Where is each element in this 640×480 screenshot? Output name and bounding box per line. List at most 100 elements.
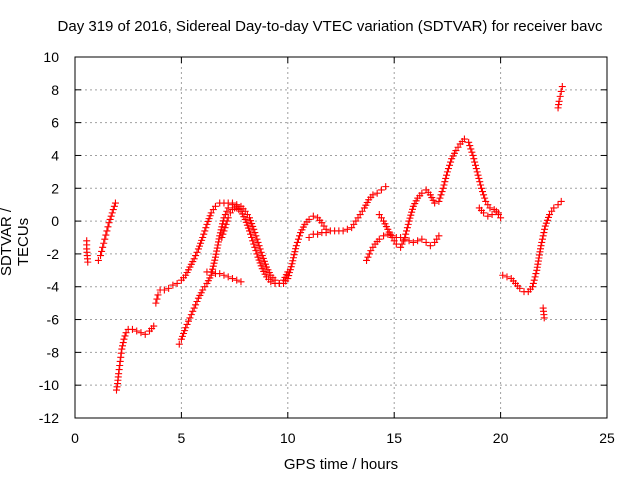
data-point-fill xyxy=(539,232,547,240)
data-point-fill xyxy=(403,224,411,232)
series-seg1 xyxy=(83,237,92,266)
data-point-fill xyxy=(447,158,455,166)
data-point xyxy=(422,238,430,246)
data-point xyxy=(250,240,258,248)
data-point xyxy=(435,232,443,240)
series-seg4 xyxy=(152,199,330,307)
data-point xyxy=(314,230,322,238)
data-point-fill xyxy=(529,279,537,287)
y-tick-label: 4 xyxy=(51,147,59,163)
data-point xyxy=(175,340,183,348)
axis-ticks: 0 5 10 15 20 25 -12 -10 -8 -6 -4 -2 0 2 4 6 8 10 xyxy=(39,49,615,446)
data-point xyxy=(557,87,565,95)
data-point xyxy=(233,276,241,284)
data-point xyxy=(503,273,511,281)
data-point-fill xyxy=(218,223,226,231)
data-point-fill xyxy=(287,263,295,271)
data-point-fill xyxy=(221,224,229,232)
series-seg10 xyxy=(375,135,502,251)
data-point xyxy=(469,151,477,159)
data-point-fill xyxy=(293,238,301,246)
data-point xyxy=(377,186,385,194)
grid-lines xyxy=(75,57,607,418)
data-point xyxy=(529,283,537,291)
data-point-fill xyxy=(211,256,219,264)
data-point-fill xyxy=(189,307,197,315)
data-point-fill xyxy=(201,227,209,235)
data-point xyxy=(103,227,111,235)
data-point xyxy=(497,214,505,222)
data-point xyxy=(375,235,383,243)
data-point-fill xyxy=(212,250,220,258)
data-point xyxy=(224,214,232,222)
plot-frame xyxy=(74,56,608,419)
data-point-fill xyxy=(257,248,265,256)
data-point-fill xyxy=(213,247,221,255)
data-point-fill xyxy=(192,301,200,309)
data-point-fill xyxy=(530,276,538,284)
x-tick-label: 25 xyxy=(599,430,615,446)
y-tick-label: 2 xyxy=(51,180,59,196)
data-point xyxy=(128,325,136,333)
x-tick-label: 0 xyxy=(71,430,79,446)
data-point-fill xyxy=(223,207,231,215)
data-point-fill xyxy=(364,253,372,261)
data-point-fill xyxy=(475,174,483,182)
data-point-fill xyxy=(404,220,412,228)
data-point-fill xyxy=(183,320,191,328)
data-point xyxy=(150,322,158,330)
data-point-fill xyxy=(438,188,446,196)
data-point xyxy=(199,234,207,241)
data-point-fill xyxy=(467,145,475,153)
series-seg5 xyxy=(175,201,292,348)
data-point-fill xyxy=(538,235,546,243)
data-point xyxy=(169,281,177,289)
data-point xyxy=(133,327,141,335)
data-point xyxy=(245,227,253,235)
data-point-fill xyxy=(104,223,112,231)
data-point xyxy=(369,191,377,199)
data-point-fill xyxy=(110,202,118,210)
data-point xyxy=(488,211,496,219)
data-point xyxy=(401,234,409,241)
data-point xyxy=(254,238,262,246)
data-point xyxy=(557,197,565,205)
data-point xyxy=(160,286,168,294)
data-point xyxy=(182,324,190,332)
data-point xyxy=(165,284,173,292)
data-point-fill xyxy=(471,161,479,169)
data-point-fill xyxy=(477,181,485,189)
series-seg9 xyxy=(363,230,443,264)
data-point-fill xyxy=(472,165,480,173)
data-point xyxy=(154,291,162,299)
data-point-fill xyxy=(213,244,221,252)
data-point xyxy=(141,330,149,338)
x-tick-label: 20 xyxy=(493,430,509,446)
data-point xyxy=(305,215,313,223)
data-point-fill xyxy=(252,232,260,240)
data-point-fill xyxy=(540,229,548,237)
data-point-fill xyxy=(476,178,484,186)
data-point-fill xyxy=(399,237,407,245)
data-point-fill xyxy=(202,224,210,232)
data-point-fill xyxy=(480,191,488,199)
data-point xyxy=(405,217,413,225)
data-point-fill xyxy=(249,237,257,245)
data-point-fill xyxy=(253,250,261,258)
data-point xyxy=(380,232,388,240)
data-point-fill xyxy=(466,142,474,150)
data-point-fill xyxy=(289,257,297,265)
data-point-fill xyxy=(214,241,222,249)
data-point xyxy=(211,253,219,261)
data-point xyxy=(120,335,128,343)
data-point xyxy=(558,83,566,91)
data-point-fill xyxy=(407,211,415,219)
data-point xyxy=(555,97,563,105)
data-point-fill xyxy=(121,332,129,340)
data-point xyxy=(207,268,215,276)
data-point-fill xyxy=(398,240,406,248)
data-point xyxy=(107,212,115,220)
data-point xyxy=(373,189,381,197)
data-point-fill xyxy=(532,270,540,278)
